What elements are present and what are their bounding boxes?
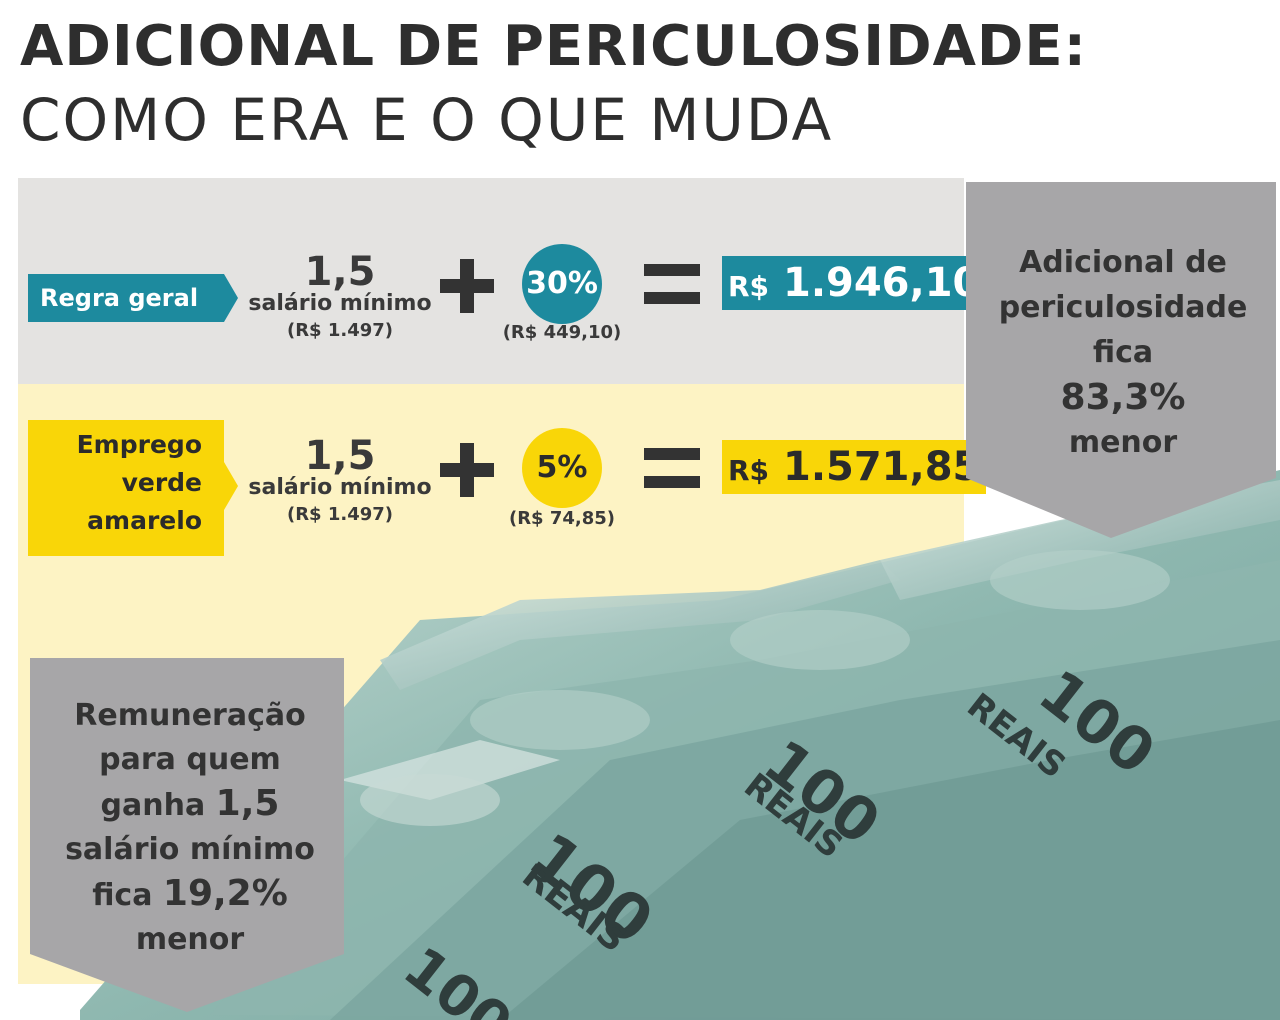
callout-right-text: Adicional de periculosidade fica 83,3% m… [998,245,1248,460]
regra-geral-base-unit: salário mínimo [248,291,432,316]
verde-amarelo-percent-badge: 5% [522,428,602,508]
verde-amarelo-label: Emprego verde amarelo [28,420,224,556]
callout-left-text: Remuneração para quem ganha 1,5 salário … [65,698,315,957]
verde-amarelo-result: R$ 1.571,85 [722,440,987,494]
regra-geral-percent-amount: (R$ 449,10) [502,322,622,343]
verde-amarelo-arrow [224,462,238,510]
verde-amarelo-base-value: 1,5 [304,433,376,479]
verde-amarelo-percent-amount: (R$ 74,85) [508,508,616,529]
regra-geral-arrow [224,274,238,322]
regra-geral-base-value: 1,5 [304,249,376,295]
verde-amarelo-base-amount: (R$ 1.497) [286,504,394,525]
regra-geral-base-amount: (R$ 1.497) [286,320,394,341]
title-line-2: COMO ERA E O QUE MUDA [20,86,834,154]
regra-geral-label: Regra geral [28,274,224,322]
regra-geral-result: R$ 1.946,10 [722,256,987,310]
title-line-1: ADICIONAL DE PERICULOSIDADE: [20,14,1088,79]
regra-geral-percent-badge: 30% [522,244,602,324]
verde-amarelo-base-unit: salário mínimo [248,475,432,500]
